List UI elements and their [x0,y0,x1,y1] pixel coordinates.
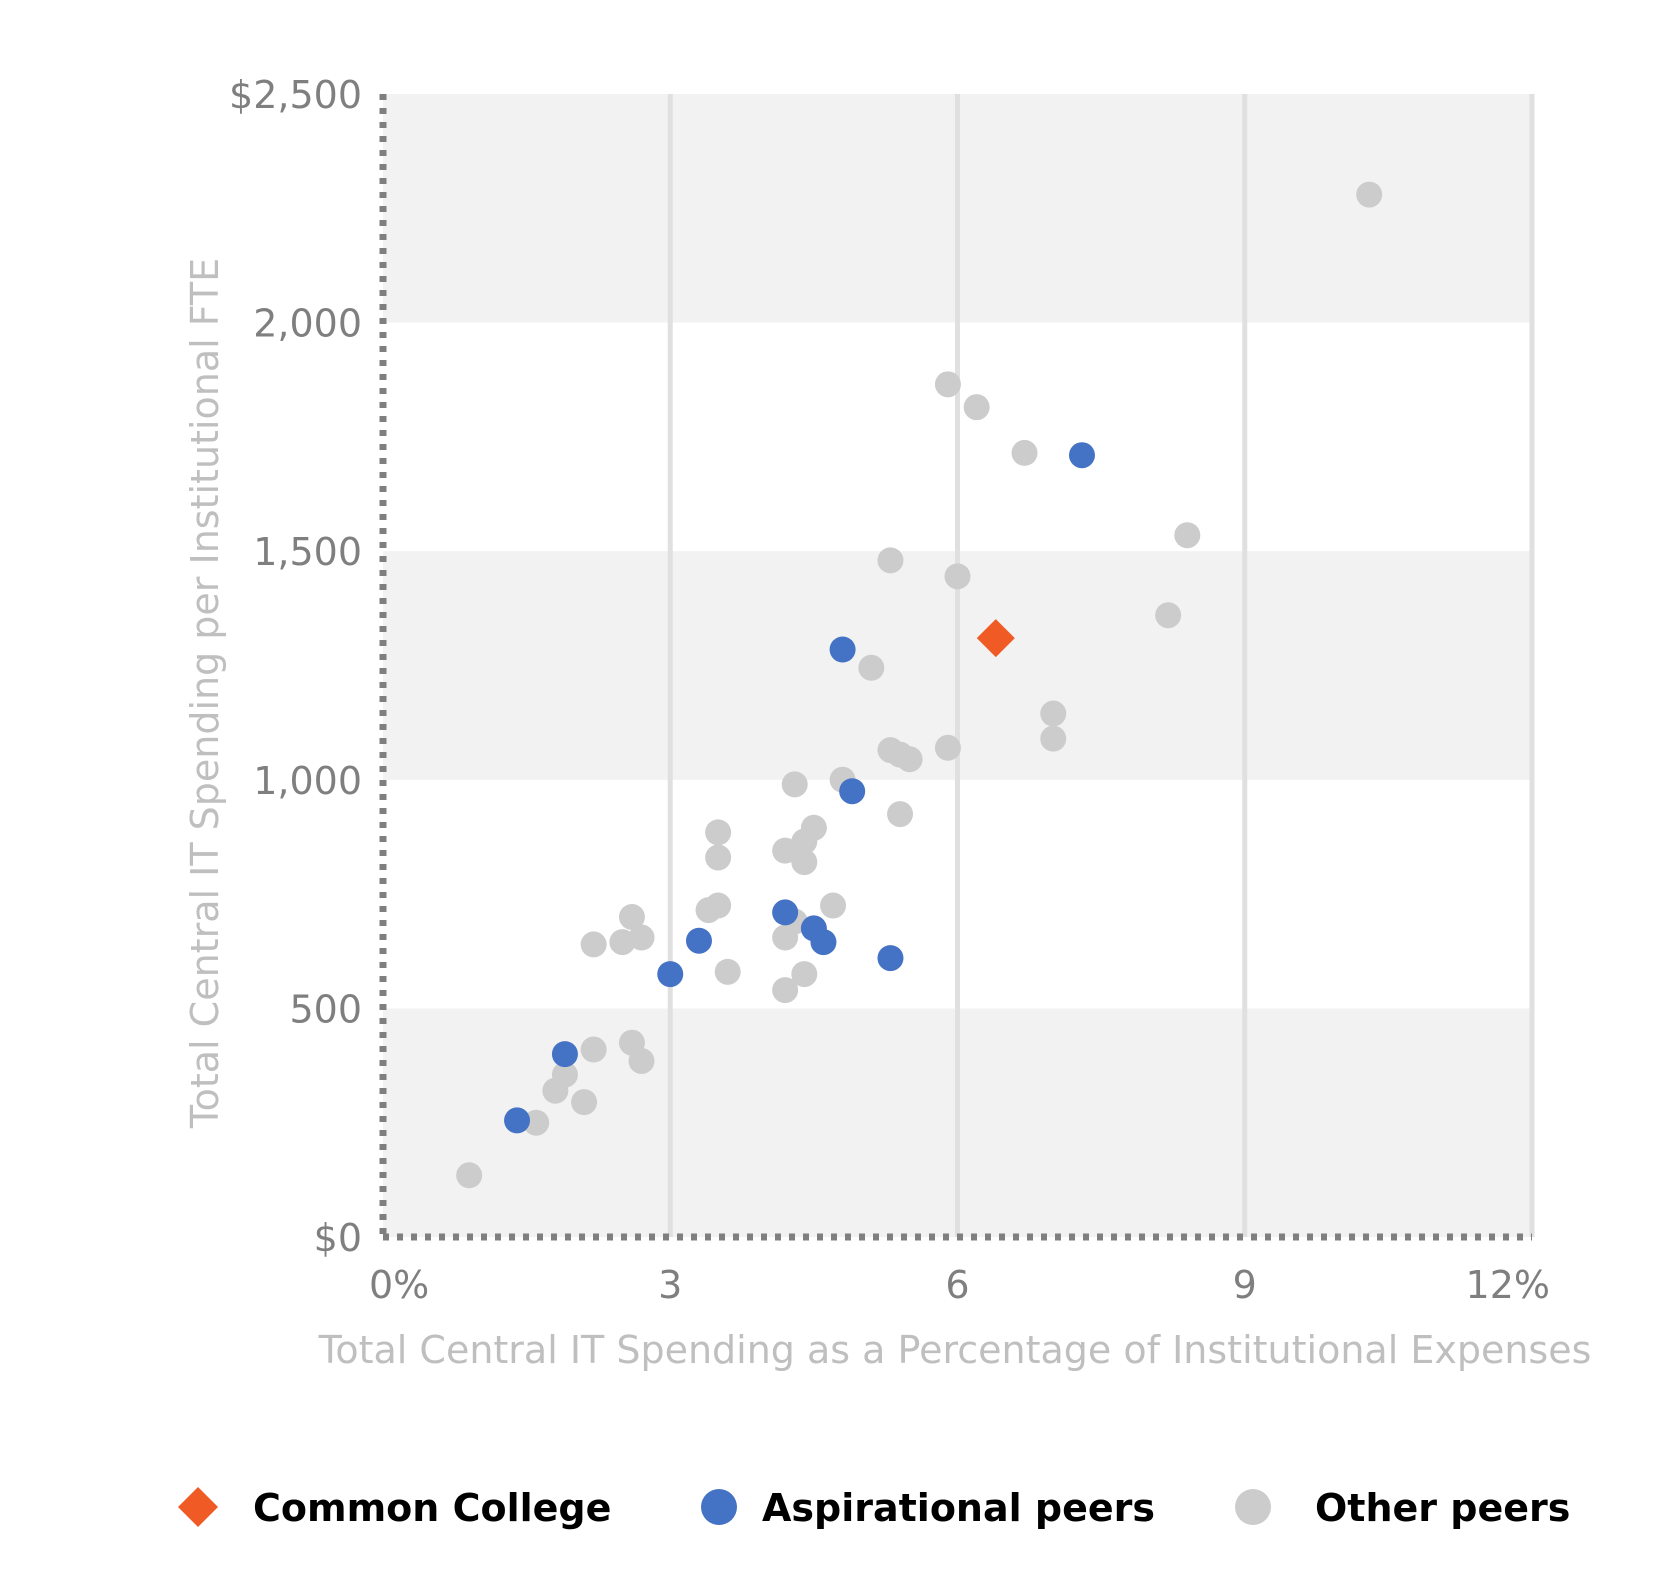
legend-item-aspirational-peers: Aspirational peers [701,1486,1155,1530]
axes [379,94,1532,1241]
data-point-other-peer [523,1109,550,1136]
y-tick-label: $2,500 [229,73,362,117]
x-axis-title: Total Central IT Spending as a Percentag… [318,1328,1592,1372]
x-tick-label: 12% [1466,1263,1550,1307]
data-point-other-peer [896,746,923,773]
legend-item-common-college: Common College [178,1486,611,1530]
data-point-aspirational-peer [504,1107,531,1134]
data-point-other-peer [618,903,645,930]
x-tick-label: 6 [945,1263,969,1307]
data-point-other-peer [963,394,990,421]
y-axis-title: Total Central IT Spending per Institutio… [183,258,227,1129]
data-point-other-peer [887,801,914,828]
data-point-other-peer [1174,522,1201,549]
data-point-other-peer [456,1162,483,1189]
y-tick-label: $0 [314,1216,362,1260]
data-point-other-peer [772,977,799,1004]
y-tick-labels: $0 500 1,000 1,500 2,000 $2,500 [229,73,362,1260]
data-point-other-peer [877,547,904,574]
data-point-other-peer [1040,700,1067,727]
data-point-other-peer [705,844,732,871]
data-point-other-peer [1011,439,1038,466]
data-point-other-peer [609,929,636,956]
y-tick-label: 2,000 [253,302,362,346]
data-point-aspirational-peer [657,961,684,988]
data-point-aspirational-peer [810,929,837,956]
data-point-other-peer [714,958,741,985]
y-tick-label: 500 [289,987,362,1031]
data-point-other-peer [628,1047,655,1074]
data-point-aspirational-peer [772,899,799,926]
data-point-other-peer [1356,181,1383,208]
legend-marker-circle [701,1489,737,1525]
legend-item-other-peers: Other peers [1235,1486,1570,1530]
data-point-other-peer [934,371,961,398]
y-tick-label: 1,000 [253,759,362,803]
data-points [456,181,1383,1189]
legend-marker-circle [1235,1489,1271,1525]
y-tick-label: 1,500 [253,530,362,574]
x-tick-label: 3 [658,1263,682,1307]
legend: Common College Aspirational peers Other … [178,1486,1570,1530]
data-point-other-peer [791,961,818,988]
data-point-other-peer [542,1077,569,1104]
data-point-common-college [976,619,1015,658]
data-point-aspirational-peer [685,927,712,954]
data-point-other-peer [571,1089,598,1116]
x-tick-label: 0% [369,1263,429,1307]
data-point-other-peer [781,771,808,798]
legend-marker-diamond [178,1487,218,1527]
data-point-other-peer [580,931,607,958]
vertical-gridlines [667,94,1535,1237]
data-point-other-peer [820,892,847,919]
data-point-aspirational-peer [829,636,856,663]
x-tick-label: 9 [1233,1263,1257,1307]
data-point-other-peer [1040,725,1067,752]
data-point-other-peer [791,849,818,876]
data-point-aspirational-peer [877,945,904,972]
data-point-other-peer [944,563,971,590]
x-tick-labels: 0% 3 6 9 12% [369,1263,1550,1307]
legend-label-other-peers: Other peers [1315,1486,1570,1530]
data-point-other-peer [858,654,885,681]
data-point-other-peer [772,924,799,951]
data-point-other-peer [934,734,961,761]
legend-label-aspirational-peers: Aspirational peers [762,1486,1155,1530]
data-point-other-peer [772,837,799,864]
data-point-other-peer [695,897,722,924]
data-point-aspirational-peer [1068,442,1095,469]
data-point-aspirational-peer [551,1041,578,1068]
data-point-other-peer [580,1036,607,1063]
legend-label-common-college: Common College [253,1486,611,1530]
data-point-other-peer [705,819,732,846]
data-point-aspirational-peer [839,778,866,805]
data-point-other-peer [1155,602,1182,629]
